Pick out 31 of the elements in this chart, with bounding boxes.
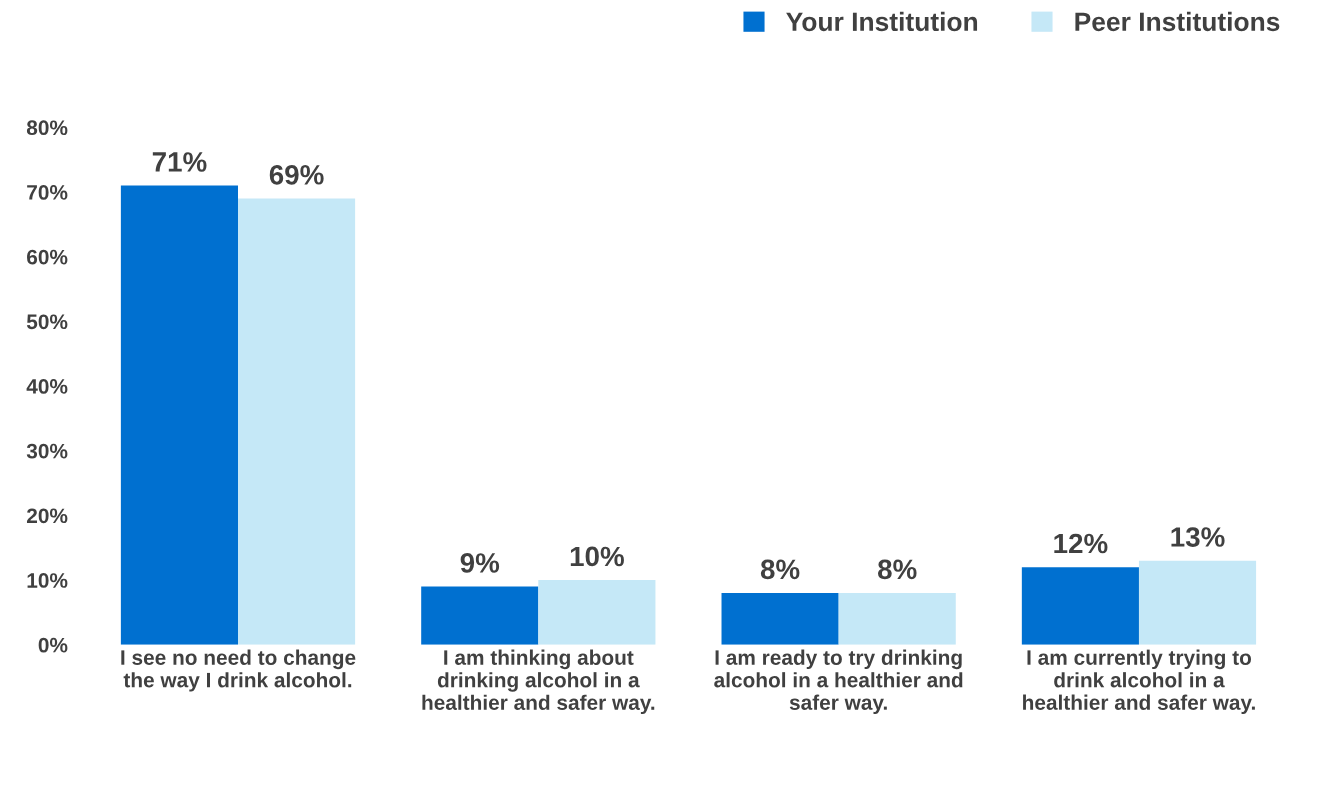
y-tick-label: 30% — [26, 443, 68, 459]
y-tick-label: 0% — [38, 637, 68, 653]
y-tick-label: 80% — [26, 120, 68, 136]
data-label: 8% — [878, 559, 917, 580]
legend-label: Your Institution — [786, 11, 978, 32]
data-label: 69% — [269, 165, 324, 185]
bar — [421, 586, 539, 645]
data-label: 8% — [760, 559, 800, 580]
data-label: 10% — [570, 546, 624, 567]
bar — [721, 593, 839, 645]
x-tick-label: I am currently trying to drink alcohol in a healthier and safer way. — [1023, 649, 1255, 715]
bar — [1021, 567, 1139, 645]
bar — [1138, 560, 1257, 645]
legend-label: Peer Institutions — [1075, 11, 1280, 32]
y-tick-label: 50% — [26, 314, 68, 330]
bar — [538, 580, 656, 645]
y-tick-label: 60% — [27, 249, 68, 265]
y-tick-label: 10% — [27, 573, 68, 588]
bar — [120, 185, 238, 645]
bar — [838, 593, 956, 645]
y-tick-label: 70% — [27, 185, 68, 200]
y-tick-label: 40% — [26, 379, 68, 394]
data-label: 13% — [1171, 527, 1225, 547]
data-label: 71% — [152, 152, 207, 172]
y-tick-label: 20% — [26, 508, 68, 524]
data-label: 9% — [460, 553, 500, 573]
x-tick-label: I am thinking about drinking alcohol in a healthier and safer way. — [422, 649, 655, 715]
data-label: 12% — [1054, 533, 1108, 554]
bar — [238, 198, 356, 645]
x-tick-label: I see no need to change the way I drink alcohol. — [121, 649, 356, 692]
x-tick-label: I am ready to try drinking alcohol in a healthier and safer way. — [714, 649, 963, 715]
